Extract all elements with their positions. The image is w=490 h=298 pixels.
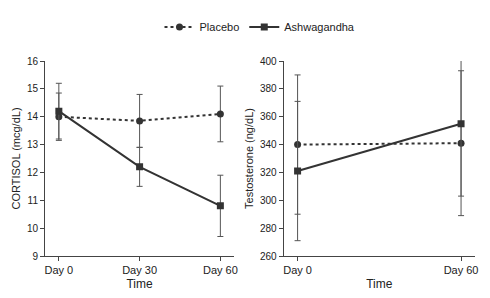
svg-text:280: 280: [260, 223, 277, 234]
svg-text:Day 60: Day 60: [203, 264, 238, 276]
svg-text:Day 0: Day 0: [283, 264, 312, 276]
svg-text:320: 320: [260, 167, 277, 178]
svg-text:Time: Time: [366, 277, 393, 291]
svg-text:260: 260: [260, 251, 277, 262]
svg-text:340: 340: [260, 139, 277, 150]
svg-text:Placebo: Placebo: [200, 21, 240, 33]
svg-text:16: 16: [27, 56, 39, 67]
svg-text:300: 300: [260, 195, 277, 206]
svg-text:Day 60: Day 60: [444, 264, 479, 276]
svg-text:13: 13: [27, 139, 39, 150]
svg-text:9: 9: [32, 251, 38, 262]
svg-text:15: 15: [27, 83, 39, 94]
svg-text:12: 12: [27, 167, 39, 178]
svg-text:10: 10: [27, 223, 39, 234]
svg-text:380: 380: [260, 83, 277, 94]
svg-text:CORTISOL (mcg/dL): CORTISOL (mcg/dL): [10, 107, 22, 209]
svg-text:Ashwagandha: Ashwagandha: [284, 21, 355, 33]
svg-text:11: 11: [28, 195, 39, 206]
svg-text:Testosterone (ng/dL): Testosterone (ng/dL): [243, 108, 255, 209]
svg-text:Time: Time: [126, 277, 153, 291]
svg-text:14: 14: [27, 111, 39, 122]
svg-text:400: 400: [260, 56, 277, 67]
svg-text:Day 30: Day 30: [122, 264, 157, 276]
svg-text:Day 0: Day 0: [44, 264, 73, 276]
svg-text:360: 360: [260, 111, 277, 122]
